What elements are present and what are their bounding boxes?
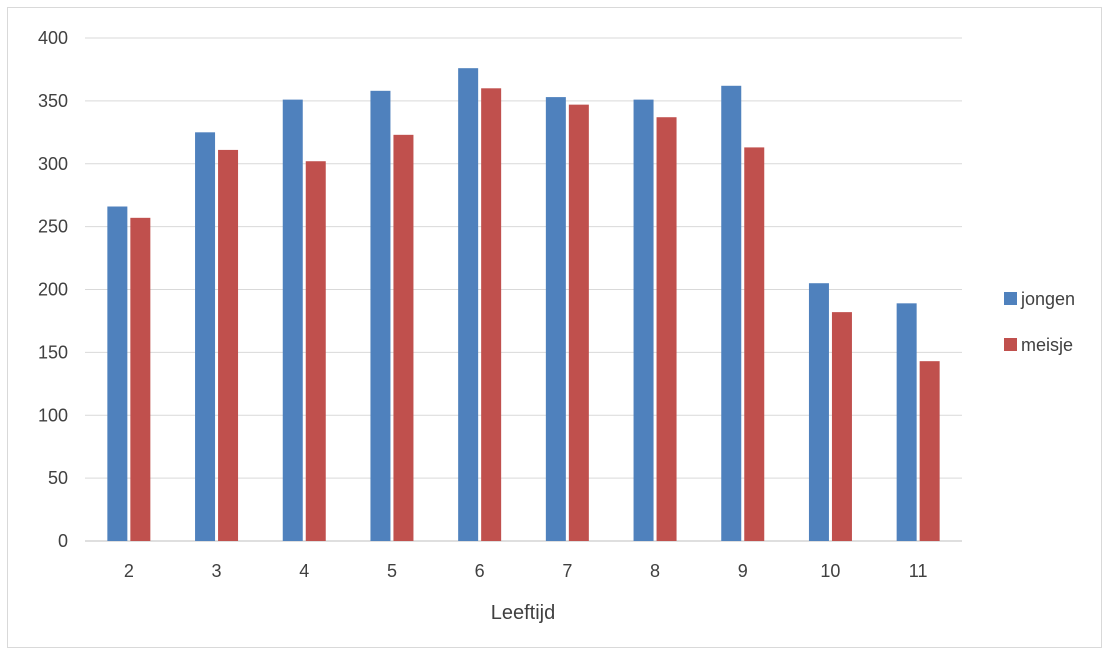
- x-tick-label: 11: [909, 561, 928, 581]
- legend: jongen meisje: [1004, 289, 1075, 355]
- y-tick-label: 50: [48, 468, 68, 488]
- bar-jongen-7: [545, 97, 566, 541]
- bar-meisje-6: [481, 88, 502, 542]
- bar-meisje-2: [130, 217, 151, 541]
- bar-jongen-6: [458, 68, 479, 542]
- bar-jongen-11: [896, 303, 917, 541]
- x-tick-label: 3: [212, 561, 222, 581]
- y-tick-label: 100: [38, 405, 68, 425]
- bar-meisje-5: [393, 134, 414, 541]
- bar-meisje-4: [305, 161, 326, 542]
- legend-label-meisje: meisje: [1021, 335, 1073, 355]
- y-tick-label: 0: [58, 531, 68, 551]
- bar-meisje-7: [568, 104, 589, 542]
- bar-meisje-9: [744, 147, 765, 541]
- gridlines: [85, 37, 962, 542]
- chart-frame: 0 50 100 150 200 250 300 350 400 2 3 4 5 6 7 8 9 10 11 jon…: [7, 7, 1102, 648]
- x-tick-label: 7: [562, 561, 572, 581]
- bar-chart: 0 50 100 150 200 250 300 350 400 2 3 4 5 6 7 8 9 10 11 jon…: [38, 28, 1075, 624]
- bar-jongen-4: [282, 99, 303, 542]
- y-tick-label: 350: [38, 91, 68, 111]
- x-tick-label: 2: [124, 561, 134, 581]
- y-tick-label: 250: [38, 217, 68, 237]
- bar-meisje-8: [656, 117, 677, 541]
- x-tick-label: 9: [738, 561, 748, 581]
- legend-label-jongen: jongen: [1020, 289, 1075, 309]
- bars: [107, 68, 940, 542]
- bar-jongen-9: [721, 85, 742, 541]
- axes: 0 50 100 150 200 250 300 350 400 2 3 4 5 6 7 8 9 10 11: [38, 28, 928, 581]
- x-tick-label: 4: [299, 561, 309, 581]
- legend-swatch-meisje: [1004, 338, 1017, 351]
- y-tick-label: 400: [38, 28, 68, 48]
- x-axis-title: Leeftijd: [491, 602, 556, 624]
- legend-swatch-jongen: [1004, 292, 1017, 305]
- y-tick-label: 200: [38, 280, 68, 300]
- x-tick-label: 5: [387, 561, 397, 581]
- bar-jongen-3: [195, 132, 216, 541]
- bar-meisje-3: [218, 149, 239, 542]
- x-tick-label: 6: [475, 561, 485, 581]
- bar-jongen-5: [370, 90, 391, 541]
- bar-jongen-2: [107, 206, 128, 541]
- bar-jongen-10: [808, 283, 829, 541]
- x-tick-label: 10: [820, 561, 840, 581]
- y-tick-label: 300: [38, 154, 68, 174]
- y-tick-label: 150: [38, 342, 68, 362]
- x-tick-label: 8: [650, 561, 660, 581]
- bar-meisje-11: [919, 361, 940, 541]
- bar-meisje-10: [831, 312, 852, 541]
- bar-jongen-8: [633, 99, 654, 542]
